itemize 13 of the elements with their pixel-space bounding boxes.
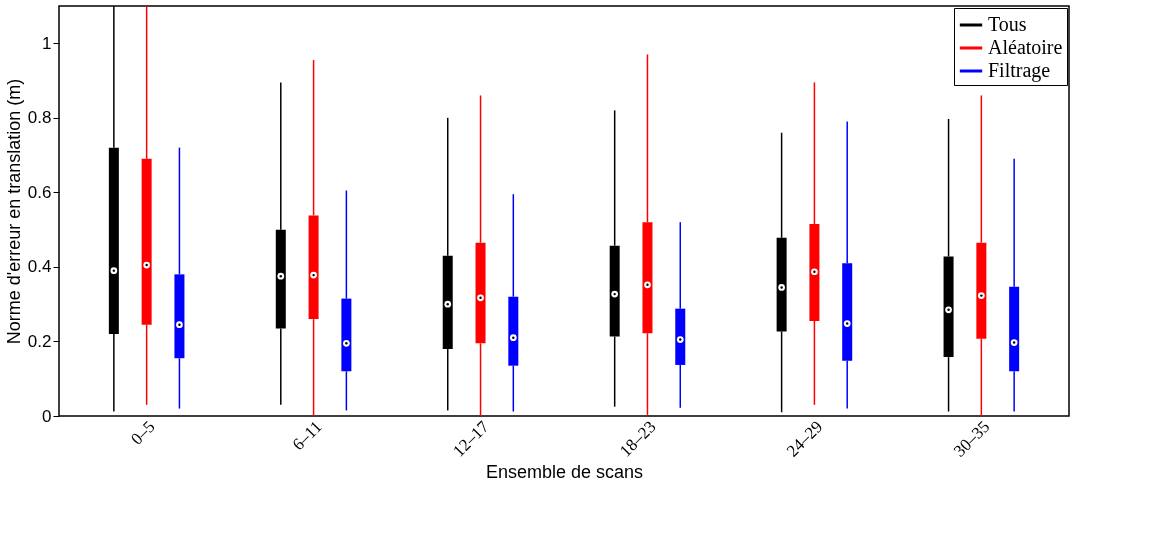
x-axis-title: Ensemble de scans — [485, 461, 644, 482]
y-axis-title: Norme d'erreur en translation (m) — [3, 78, 24, 345]
x-tick-label: 0–5 — [127, 417, 159, 449]
legend-label: Filtrage — [988, 59, 1051, 82]
x-tick-label: 6–11 — [288, 417, 326, 455]
y-tick-label: 0.4 — [27, 257, 52, 277]
legend-label: Aléatoire — [988, 36, 1063, 58]
y-tick-label: 0.2 — [27, 331, 52, 351]
y-tick-label: 0.8 — [27, 108, 52, 128]
y-tick-label: 1 — [42, 33, 52, 53]
y-tick-label: 0 — [42, 406, 52, 426]
y-tick-label: 0.6 — [27, 182, 52, 202]
legend-label: Tous — [988, 13, 1027, 35]
